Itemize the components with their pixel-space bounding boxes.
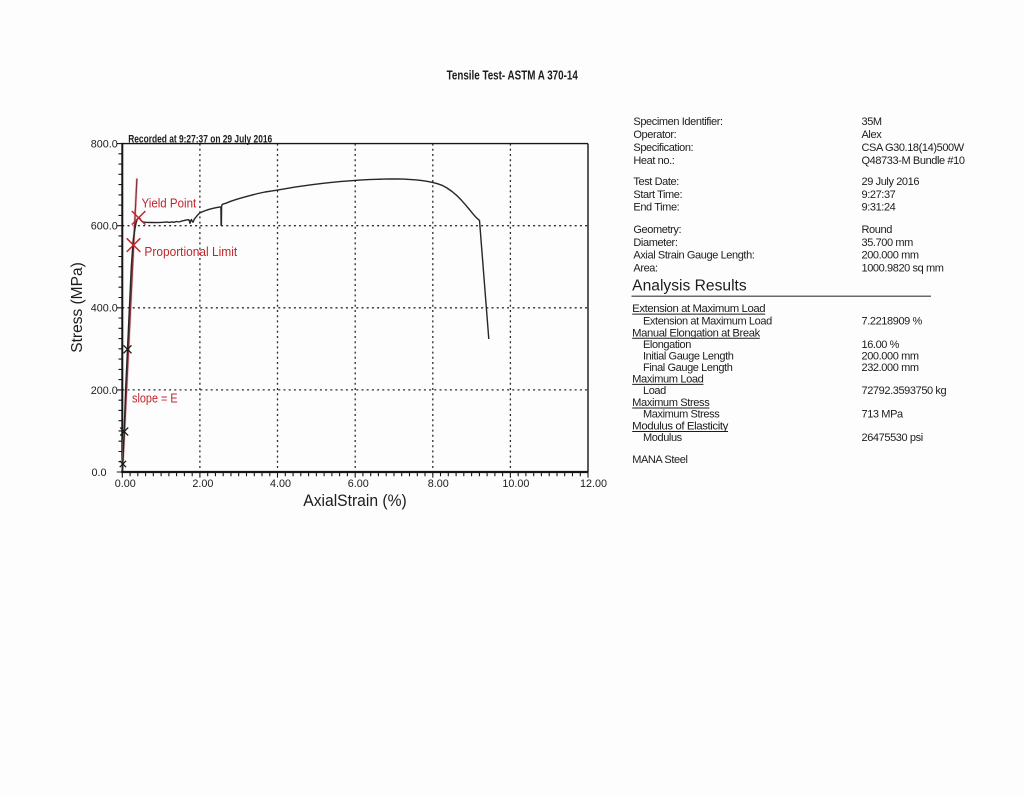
svg-text:7.2218909 %: 7.2218909 %	[862, 315, 923, 327]
svg-text:0.00: 0.00	[115, 478, 136, 490]
svg-text:2.00: 2.00	[192, 478, 213, 490]
svg-text:800.0: 800.0	[91, 139, 118, 151]
svg-text:Test Date:: Test Date:	[633, 176, 679, 188]
svg-text:Extension at Maximum Load: Extension at Maximum Load	[632, 303, 765, 315]
svg-text:CSA G30.18(14)500W: CSA G30.18(14)500W	[862, 142, 965, 154]
svg-text:200.0: 200.0	[91, 385, 118, 397]
svg-text:26475530 psi: 26475530 psi	[862, 432, 923, 444]
svg-text:Operator:: Operator:	[633, 129, 676, 141]
svg-text:Extension at Maximum Load: Extension at Maximum Load	[643, 315, 772, 327]
svg-text:29 July 2016: 29 July 2016	[862, 176, 920, 188]
svg-text:Modulus: Modulus	[643, 432, 683, 444]
svg-text:4.00: 4.00	[270, 478, 291, 490]
svg-text:Maximum Stress: Maximum Stress	[632, 397, 710, 409]
svg-text:Tensile Test- ASTM A 370-14: Tensile Test- ASTM A 370-14	[447, 68, 579, 83]
svg-text:6.00: 6.00	[348, 478, 369, 490]
svg-text:Recorded at 9:27:37 on 29 July: Recorded at 9:27:37 on 29 July 2016	[128, 134, 272, 146]
svg-text:Specimen Identifier:: Specimen Identifier:	[633, 116, 723, 128]
svg-text:1000.9820 sq mm: 1000.9820 sq mm	[862, 263, 944, 275]
svg-text:35M: 35M	[862, 116, 882, 128]
svg-text:Heat no.:: Heat no.:	[633, 155, 674, 167]
svg-text:Manual Elongation at Break: Manual Elongation at Break	[632, 327, 761, 339]
svg-text:Axial Strain Gauge Length:: Axial Strain Gauge Length:	[633, 250, 754, 262]
svg-text:8.00: 8.00	[428, 478, 449, 490]
svg-text:9:31:24: 9:31:24	[862, 202, 896, 214]
svg-text:MANA Steel: MANA Steel	[632, 454, 687, 466]
svg-text:Load: Load	[643, 385, 666, 397]
svg-text:Start Time:: Start Time:	[633, 189, 682, 201]
svg-text:Initial Gauge Length: Initial Gauge Length	[643, 351, 734, 363]
svg-text:Modulus of Elasticity: Modulus of Elasticity	[632, 421, 729, 433]
svg-text:slope = E: slope = E	[132, 391, 178, 405]
svg-text:Specification:: Specification:	[633, 142, 693, 154]
svg-text:12.00: 12.00	[580, 478, 607, 490]
svg-text:10.00: 10.00	[502, 478, 529, 490]
svg-text:Stress (MPa): Stress (MPa)	[69, 262, 86, 353]
svg-text:16.00 %: 16.00 %	[862, 339, 900, 351]
svg-text:Area:: Area:	[633, 263, 658, 275]
svg-text:Alex: Alex	[862, 129, 883, 141]
svg-text:Proportional Limit: Proportional Limit	[144, 244, 237, 259]
svg-text:713 MPa: 713 MPa	[862, 409, 905, 421]
svg-text:Elongation: Elongation	[643, 339, 691, 351]
svg-text:Q48733-M Bundle #10: Q48733-M Bundle #10	[862, 155, 965, 167]
svg-text:End Time:: End Time:	[633, 202, 679, 214]
svg-text:35.700 mm: 35.700 mm	[862, 237, 914, 249]
svg-text:Diameter:: Diameter:	[633, 237, 677, 249]
svg-text:Final Gauge Length: Final Gauge Length	[643, 362, 733, 374]
svg-text:Geometry:: Geometry:	[633, 224, 681, 236]
svg-text:600.0: 600.0	[91, 221, 118, 233]
svg-text:Maximum Load: Maximum Load	[632, 374, 704, 386]
svg-text:Analysis Results: Analysis Results	[632, 278, 747, 295]
svg-text:Round: Round	[862, 224, 893, 236]
svg-text:200.000 mm: 200.000 mm	[862, 351, 919, 363]
svg-text:400.0: 400.0	[91, 303, 118, 315]
svg-text:200.000 mm: 200.000 mm	[862, 250, 919, 262]
svg-text:72792.3593750 kg: 72792.3593750 kg	[862, 385, 947, 397]
svg-text:AxialStrain (%): AxialStrain (%)	[303, 492, 406, 510]
svg-text:9:27:37: 9:27:37	[862, 189, 896, 201]
svg-text:Maximum Stress: Maximum Stress	[643, 409, 720, 421]
svg-text:0.0: 0.0	[91, 467, 106, 479]
svg-text:Yield Point: Yield Point	[142, 195, 197, 210]
svg-text:232.000 mm: 232.000 mm	[862, 362, 919, 374]
